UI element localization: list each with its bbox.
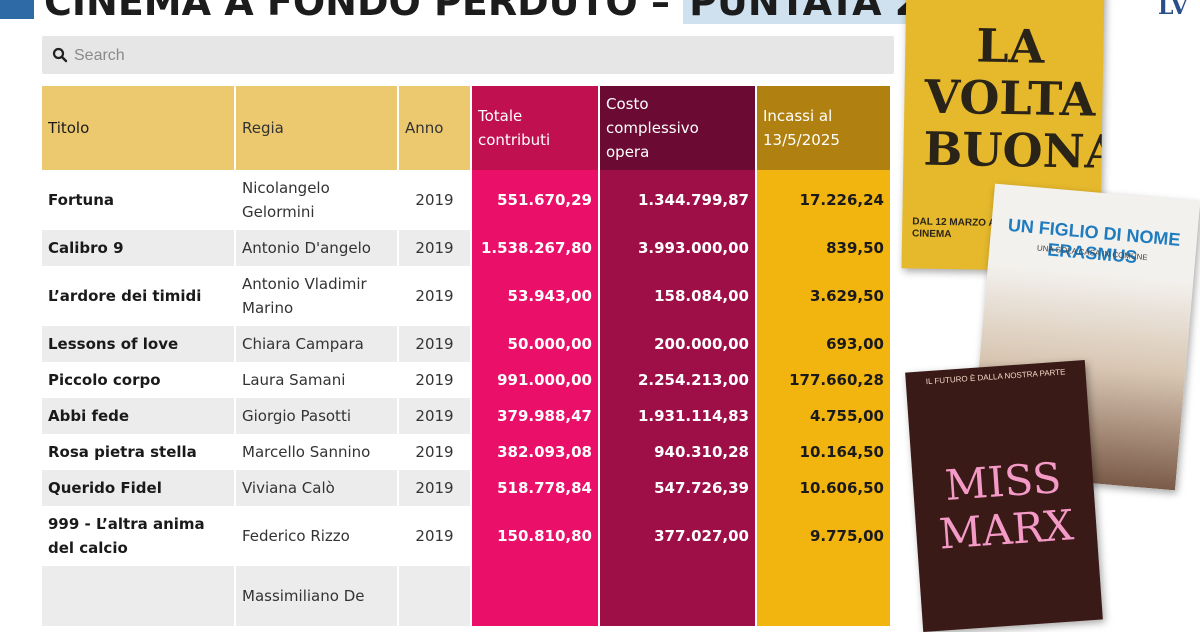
page-title: CINEMA A FONDO PERDUTO – PUNTATA 2 — [44, 0, 928, 24]
table-row[interactable]: Massimiliano De — [42, 566, 892, 626]
page-title-part1: CINEMA A FONDO PERDUTO – — [44, 0, 684, 24]
table-row[interactable]: Rosa pietra stella Marcello Sannino 2019… — [42, 434, 892, 470]
cell-anno: 2019 — [398, 434, 472, 470]
search-input[interactable] — [72, 36, 876, 76]
search-bar[interactable] — [42, 36, 894, 76]
cell-totale-contributi: 53.943,00 — [471, 266, 600, 326]
cell-anno — [398, 566, 472, 626]
cell-incassi: 10.164,50 — [756, 434, 892, 470]
cell-titolo — [42, 566, 236, 626]
cell-totale-contributi: 150.810,80 — [471, 506, 600, 566]
cell-totale-contributi: 379.988,47 — [471, 398, 600, 434]
cell-incassi: 177.660,28 — [756, 362, 892, 398]
cell-regia: Massimiliano De — [235, 566, 399, 626]
site-logo[interactable]: LV — [1158, 0, 1188, 20]
cell-incassi: 10.606,50 — [756, 470, 892, 506]
cell-titolo: Fortuna — [42, 170, 236, 230]
cell-totale-contributi: 50.000,00 — [471, 326, 600, 362]
cell-costo — [599, 566, 757, 626]
cell-costo: 1.344.799,87 — [599, 170, 757, 230]
header-anno[interactable]: Anno — [398, 86, 472, 170]
cell-costo: 3.993.000,00 — [599, 230, 757, 266]
cell-incassi: 4.755,00 — [756, 398, 892, 434]
cell-totale-contributi: 1.538.267,80 — [471, 230, 600, 266]
cell-anno: 2019 — [398, 170, 472, 230]
cell-regia: Viviana Calò — [235, 470, 399, 506]
table-row[interactable]: Fortuna Nicolangelo Gelormini 2019 551.6… — [42, 170, 892, 230]
cell-titolo: Calibro 9 — [42, 230, 236, 266]
poster-collage: LA VOLTA BUONA DAL 12 MARZO AL CINEMA UN… — [896, 0, 1200, 632]
poster-miss-marx[interactable]: IL FUTURO È DALLA NOSTRA PARTE MISS MARX — [905, 360, 1103, 632]
table-row[interactable]: Calibro 9 Antonio D'angelo 2019 1.538.26… — [42, 230, 892, 266]
cell-totale-contributi: 551.670,29 — [471, 170, 600, 230]
cell-titolo: Piccolo corpo — [42, 362, 236, 398]
table-row[interactable]: Piccolo corpo Laura Samani 2019 991.000,… — [42, 362, 892, 398]
films-table: Titolo Regia Anno Totale contributi Cost… — [42, 86, 892, 626]
cell-anno: 2019 — [398, 362, 472, 398]
cell-costo: 200.000,00 — [599, 326, 757, 362]
header-costo-complessivo[interactable]: Costo complessivo opera — [599, 86, 757, 170]
cell-incassi: 693,00 — [756, 326, 892, 362]
cell-incassi: 17.226,24 — [756, 170, 892, 230]
table-row[interactable]: Abbi fede Giorgio Pasotti 2019 379.988,4… — [42, 398, 892, 434]
cell-titolo: Lessons of love — [42, 326, 236, 362]
cell-costo: 2.254.213,00 — [599, 362, 757, 398]
cell-incassi: 3.629,50 — [756, 266, 892, 326]
cell-anno: 2019 — [398, 470, 472, 506]
cell-costo: 377.027,00 — [599, 506, 757, 566]
cell-regia: Federico Rizzo — [235, 506, 399, 566]
cell-incassi — [756, 566, 892, 626]
cell-titolo: Abbi fede — [42, 398, 236, 434]
cell-incassi: 839,50 — [756, 230, 892, 266]
header-totale-contributi[interactable]: Totale contributi — [471, 86, 600, 170]
cell-totale-contributi — [471, 566, 600, 626]
cell-regia: Laura Samani — [235, 362, 399, 398]
header-titolo[interactable]: Titolo — [42, 86, 236, 170]
cell-anno: 2019 — [398, 230, 472, 266]
table-row[interactable]: Querido Fidel Viviana Calò 2019 518.778,… — [42, 470, 892, 506]
cell-regia: Chiara Campara — [235, 326, 399, 362]
top-left-accent — [0, 0, 34, 19]
cell-anno: 2019 — [398, 398, 472, 434]
cell-costo: 940.310,28 — [599, 434, 757, 470]
cell-costo: 158.084,00 — [599, 266, 757, 326]
table-row[interactable]: 999 - L’altra anima del calcio Federico … — [42, 506, 892, 566]
table-row[interactable]: L’ardore dei timidi Antonio Vladimir Mar… — [42, 266, 892, 326]
cell-costo: 1.931.114,83 — [599, 398, 757, 434]
cell-anno: 2019 — [398, 506, 472, 566]
cell-regia: Antonio D'angelo — [235, 230, 399, 266]
cell-totale-contributi: 518.778,84 — [471, 470, 600, 506]
search-icon — [52, 47, 68, 63]
cell-titolo: Querido Fidel — [42, 470, 236, 506]
poster-tagline: IL FUTURO È DALLA NOSTRA PARTE — [925, 367, 1066, 387]
header-incassi[interactable]: Incassi al 13/5/2025 — [756, 86, 892, 170]
cell-regia: Antonio Vladimir Marino — [235, 266, 399, 326]
table-row[interactable]: Lessons of love Chiara Campara 2019 50.0… — [42, 326, 892, 362]
header-regia[interactable]: Regia — [235, 86, 399, 170]
cell-costo: 547.726,39 — [599, 470, 757, 506]
cell-regia: Giorgio Pasotti — [235, 398, 399, 434]
cell-totale-contributi: 991.000,00 — [471, 362, 600, 398]
poster-title: MISS MARX — [937, 453, 1076, 559]
cell-titolo: 999 - L’altra anima del calcio — [42, 506, 236, 566]
cell-regia: Marcello Sannino — [235, 434, 399, 470]
cell-totale-contributi: 382.093,08 — [471, 434, 600, 470]
cell-titolo: L’ardore dei timidi — [42, 266, 236, 326]
page-title-highlight: PUNTATA 2 — [683, 0, 928, 24]
cell-titolo: Rosa pietra stella — [42, 434, 236, 470]
cell-incassi: 9.775,00 — [756, 506, 892, 566]
cell-regia: Nicolangelo Gelormini — [235, 170, 399, 230]
poster-title: LA VOLTA BUONA — [923, 18, 1105, 180]
cell-anno: 2019 — [398, 326, 472, 362]
cell-anno: 2019 — [398, 266, 472, 326]
